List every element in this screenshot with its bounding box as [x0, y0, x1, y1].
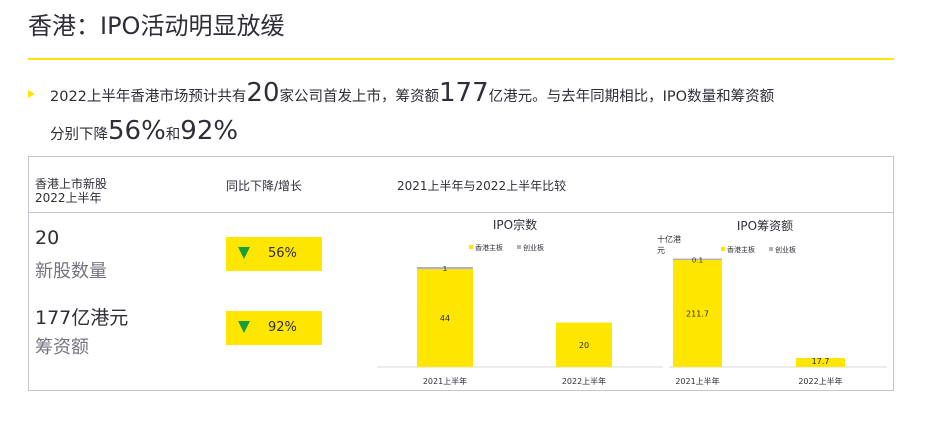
count-change-value: 56% — [268, 246, 297, 261]
metric-count-value: 20 — [35, 227, 60, 249]
summary-text: 2022上半年香港市场预计共有20家公司首发上市，筹资额177亿港元。与去年同期… — [50, 76, 900, 152]
chart-unit-label: 十亿港 — [657, 234, 681, 244]
count-decline-highlight: 56% — [108, 116, 166, 146]
chart-title: IPO宗数 — [493, 217, 537, 232]
legend-label: 香港主板 — [727, 245, 755, 254]
summary-part-4: 分别下降 — [50, 127, 108, 143]
chart-title: IPO筹资额 — [737, 219, 793, 233]
legend-swatch — [721, 247, 725, 251]
panel-header: 香港上市新股 2022上半年 同比下降/增长 2021上半年与2022上半年比较 — [29, 157, 893, 213]
amount-change-value: 92% — [268, 320, 297, 335]
x-tick-label: 2021上半年 — [423, 376, 467, 386]
summary-part-5: 和 — [165, 127, 181, 143]
col-header-new-listings: 香港上市新股 2022上半年 — [35, 177, 107, 205]
bar-data-label: 211.7 — [686, 310, 709, 319]
page-title: 香港：IPO活动明显放缓 — [28, 12, 285, 40]
summary-part-3: 亿港元。与去年同期相比，IPO数量和筹资额 — [488, 89, 775, 105]
amount-change-badge: 92% — [226, 311, 322, 345]
ipo-comparison-panel: 香港上市新股 2022上半年 同比下降/增长 2021上半年与2022上半年比较 … — [28, 156, 894, 391]
col-header-line-1: 香港上市新股 — [35, 177, 108, 191]
legend-label: 创业板 — [523, 243, 544, 252]
bar-gem — [417, 267, 473, 270]
summary-part-2: 家公司首发上市，筹资额 — [279, 89, 440, 105]
ipo-amount-highlight: 177 — [439, 78, 489, 108]
title-divider — [28, 58, 894, 60]
legend-swatch — [469, 245, 473, 249]
x-tick-label: 2022上半年 — [562, 376, 606, 386]
bar-main-board — [673, 260, 722, 367]
bar-data-label: 17.7 — [812, 357, 830, 366]
bar-data-label: 44 — [440, 314, 450, 323]
chart-unit-label: 元 — [657, 246, 665, 255]
legend-swatch — [769, 247, 773, 251]
ipo-count-highlight: 20 — [246, 78, 280, 108]
col-header-change: 同比下降/增长 — [226, 179, 303, 193]
metric-amount-label: 筹资额 — [35, 337, 89, 358]
legend-label: 香港主板 — [475, 243, 503, 252]
bar-gem — [673, 258, 722, 261]
bar-main-board — [556, 322, 612, 367]
summary-part-1: 2022上半年香港市场预计共有 — [50, 89, 247, 105]
col-header-comparison: 2021上半年与2022上半年比较 — [397, 179, 567, 193]
metric-amount-value: 177亿港元 — [35, 307, 129, 329]
count-change-badge: 56% — [226, 237, 322, 271]
bar-main-board — [796, 358, 845, 367]
bar-data-label: 1 — [443, 265, 447, 273]
legend-label: 创业板 — [775, 245, 796, 254]
down-arrow-icon — [238, 247, 250, 259]
bar-main-board — [417, 269, 473, 367]
bullet-arrow-icon — [28, 90, 35, 98]
amount-decline-highlight: 92% — [180, 116, 239, 146]
down-arrow-icon — [238, 321, 250, 333]
metric-count-label: 新股数量 — [35, 261, 107, 282]
bar-data-label: 0.1 — [692, 257, 703, 265]
col-header-line-2: 2022上半年 — [35, 191, 102, 205]
x-tick-label: 2021上半年 — [675, 376, 719, 386]
bar-data-label: 20 — [579, 341, 589, 350]
legend-swatch — [517, 245, 521, 249]
x-tick-label: 2022上半年 — [798, 376, 842, 386]
